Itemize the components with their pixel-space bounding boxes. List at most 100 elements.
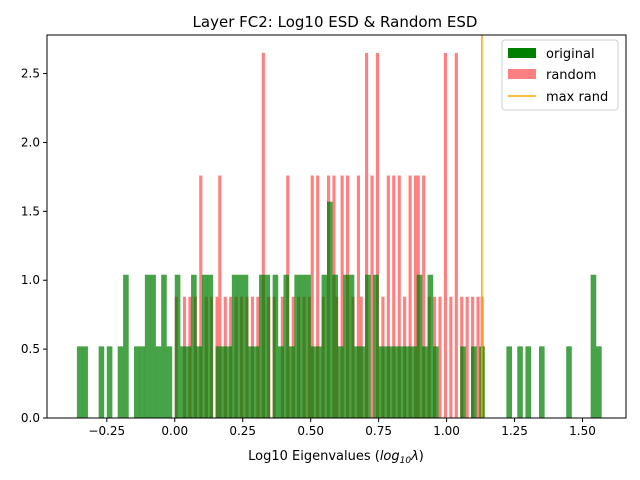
legend-swatch-random	[508, 69, 536, 79]
original-bar	[310, 346, 317, 418]
original-bar	[220, 346, 227, 418]
original-bar	[348, 274, 355, 418]
original-bar	[161, 274, 167, 418]
original-bar	[237, 274, 243, 418]
random-bar	[422, 175, 426, 418]
original-bar	[123, 274, 129, 418]
original-bar	[231, 274, 238, 418]
random-bar	[397, 175, 401, 418]
original-bar	[288, 346, 295, 418]
random-bar	[443, 52, 447, 418]
original-bar	[321, 274, 328, 418]
original-bar	[259, 274, 265, 418]
x-axis-label-subscript: 10	[400, 456, 412, 466]
original-bar	[117, 346, 124, 418]
original-bar	[373, 274, 379, 418]
original-bar	[433, 346, 439, 418]
original-bar	[316, 346, 322, 418]
original-bar	[460, 346, 466, 418]
histogram-bars	[76, 52, 602, 418]
original-bar	[400, 346, 406, 418]
x-tick-label: −0.25	[88, 424, 125, 438]
x-axis-label-lambda: λ	[410, 449, 419, 464]
random-bar	[392, 175, 396, 418]
original-bar	[378, 346, 385, 418]
original-bar	[394, 346, 401, 418]
original-bar	[354, 346, 360, 418]
x-tick-label: 0.50	[297, 424, 324, 438]
original-bar	[384, 346, 390, 418]
y-tick-label: 1.0	[21, 273, 40, 287]
random-bar	[316, 175, 320, 418]
x-axis-ticks: −0.25 0.00 0.25 0.50 0.75 1.00 1.25 1.50	[88, 418, 596, 438]
original-bar	[144, 274, 151, 418]
legend-label-random: random	[546, 68, 596, 83]
original-bar	[539, 346, 545, 418]
original-bar	[283, 274, 290, 418]
legend-label-max-rand: max rand	[546, 90, 608, 105]
x-tick-label: 0.25	[229, 424, 256, 438]
random-bar	[365, 52, 369, 418]
original-bar	[427, 274, 434, 418]
original-bar	[226, 346, 233, 418]
x-tick-label: 0.75	[365, 424, 392, 438]
original-bar	[590, 274, 597, 418]
y-tick-label: 0.0	[21, 411, 40, 425]
original-bar	[359, 346, 366, 418]
random-bar	[465, 296, 469, 418]
original-bar	[201, 274, 208, 418]
original-bar	[155, 346, 162, 418]
original-bar	[566, 346, 572, 418]
chart-title: Layer FC2: Log10 ESD & Random ESD	[193, 13, 478, 31]
original-bar	[253, 346, 260, 418]
x-axis-label-prefix: Log10 Eigenvalues (	[248, 449, 380, 464]
original-bar	[517, 346, 523, 418]
series-original	[76, 201, 602, 418]
random-bar	[449, 296, 453, 418]
original-bar	[106, 346, 113, 418]
original-bar	[422, 346, 428, 418]
original-bar	[337, 346, 344, 418]
original-bar	[365, 274, 371, 418]
random-bar	[375, 52, 380, 418]
original-bar	[180, 346, 186, 418]
original-bar	[506, 346, 512, 418]
y-axis-ticks: 0.0 0.5 1.0 1.5 2.0 2.5	[21, 67, 47, 425]
original-bar	[248, 346, 254, 418]
original-bar	[191, 274, 197, 418]
original-bar	[405, 346, 412, 418]
random-bar	[438, 296, 442, 418]
original-bar	[166, 346, 173, 418]
random-bar	[310, 175, 314, 418]
x-axis-label-math: log	[380, 449, 400, 464]
random-bar	[340, 175, 344, 418]
x-tick-label: 1.25	[501, 424, 528, 438]
y-tick-label: 1.5	[21, 204, 40, 218]
legend-swatch-original	[508, 48, 536, 58]
original-bar	[272, 274, 279, 418]
random-bar	[199, 175, 203, 418]
legend-label-original: original	[546, 47, 595, 62]
x-tick-label: 1.00	[433, 424, 460, 438]
original-bar	[174, 274, 181, 418]
original-bar	[215, 346, 222, 418]
original-bar	[299, 274, 306, 418]
original-bar	[332, 274, 339, 418]
random-bar	[476, 296, 480, 418]
random-bar	[408, 175, 412, 418]
random-bar	[218, 175, 222, 418]
x-tick-label: 0.00	[161, 424, 188, 438]
original-bar	[471, 346, 477, 418]
y-tick-label: 2.0	[21, 135, 40, 149]
original-bar	[207, 274, 213, 418]
y-tick-label: 0.5	[21, 342, 40, 356]
y-tick-label: 2.5	[21, 67, 40, 81]
original-bar	[411, 346, 417, 418]
original-bar	[278, 346, 284, 418]
original-bar	[294, 274, 300, 418]
original-bar	[416, 274, 423, 418]
x-axis-label-suffix: )	[419, 449, 424, 464]
original-bar	[82, 346, 88, 418]
x-tick-label: 1.50	[569, 424, 596, 438]
